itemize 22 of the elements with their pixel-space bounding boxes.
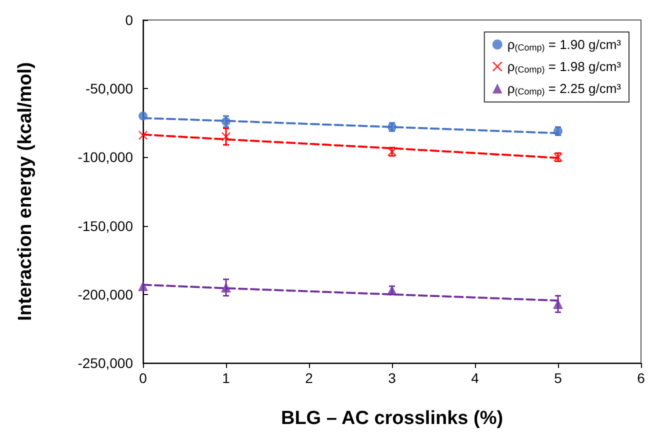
y-tick-label: -50,000	[86, 80, 134, 97]
x-tick-label: 6	[637, 370, 646, 386]
point	[138, 112, 148, 121]
x-tick-label: 2	[305, 370, 314, 386]
y-tick-label: -150,000	[78, 218, 134, 234]
y-tick-label: -100,000	[78, 149, 134, 166]
point	[553, 299, 563, 310]
x-tick-label: 4	[471, 370, 480, 386]
x-tick-label: 5	[554, 370, 562, 386]
x-tick-label: 3	[388, 370, 396, 386]
y-tick-label: 0	[125, 12, 134, 28]
point	[222, 117, 230, 126]
point	[138, 281, 148, 292]
x-tick-label: 0	[139, 370, 148, 386]
x-tick-label: 1	[222, 370, 230, 386]
point	[138, 130, 148, 140]
y-tick-label: -250,000	[78, 355, 134, 371]
y-axis-title: Interaction energy (kcal/mol)	[15, 62, 36, 321]
point	[222, 132, 230, 142]
y-tick-label: -200,000	[78, 286, 134, 302]
x-axis-title: BLG – AC crosslinks (%)	[280, 408, 504, 429]
point	[221, 282, 231, 293]
